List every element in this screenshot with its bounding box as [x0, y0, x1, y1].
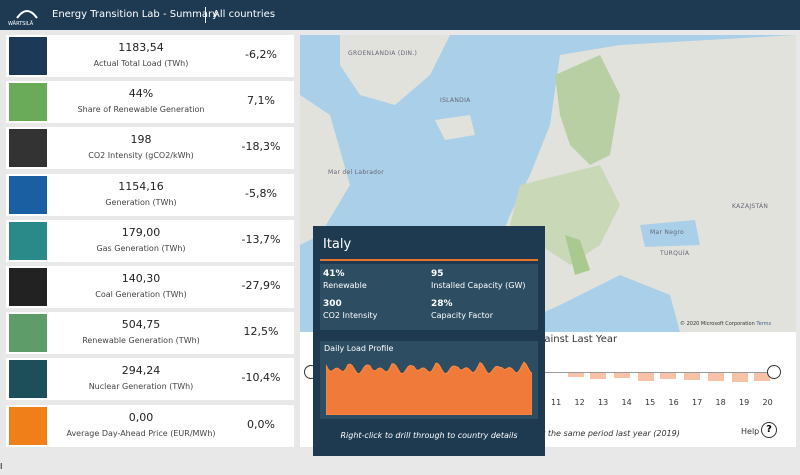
day-label: 16	[668, 398, 679, 407]
kpi-value: 44%	[128, 87, 154, 101]
kpi-icon	[9, 37, 47, 75]
metric-label: Renewable	[323, 281, 367, 290]
day-label: 17	[692, 398, 703, 407]
metric-value: 28%	[431, 299, 453, 309]
kpi-label: CO2 Intensity (gCO2/kWh)	[88, 151, 194, 161]
copyright-text: © 2020 Microsoft Corporation	[680, 321, 755, 327]
kpi-value: 294,24	[121, 364, 161, 378]
scope: All countries	[213, 9, 276, 20]
tooltip-title: Italy	[323, 237, 352, 252]
map-label: Mar Negro	[650, 229, 684, 236]
kpi-label: Actual Total Load (TWh)	[93, 59, 189, 68]
kpi-icon	[9, 406, 47, 445]
kpi-change: -5,8%	[245, 186, 277, 200]
day-label: 13	[598, 398, 609, 407]
metric-value: 95	[431, 269, 444, 279]
kpi-change: -13,7%	[241, 232, 281, 246]
map-label: KAZAJSTÁN	[732, 203, 769, 210]
kpi-value: 1183,54	[118, 41, 164, 54]
metric-label: CO2 Intensity	[323, 311, 378, 320]
kpi-card: 294,24 Nuclear Generation (TWh) -10,4%	[6, 358, 294, 401]
logo-mark	[16, 10, 38, 19]
kpi-icon	[9, 314, 47, 353]
kpi-card: 140,30 Coal Generation (TWh) -27,9%	[6, 266, 294, 308]
kpi-label: Coal Generation (TWh)	[95, 290, 187, 299]
map-label: GROENLANDIA (DIN.)	[348, 50, 418, 57]
divider	[320, 259, 538, 261]
trend-caption: st the same period last year (2019)	[538, 429, 680, 438]
trend-title: gainst Last Year	[538, 334, 618, 345]
title: Energy Transition Lab - Summary	[52, 9, 219, 20]
day-label: 12	[574, 398, 585, 407]
map-label: Mar del Labrador	[328, 169, 385, 176]
help-icon[interactable]: ?	[761, 422, 777, 438]
metrics: 41% Renewable 95 Installed Capacity (GW) 300…	[320, 264, 538, 330]
kpi-icon	[9, 83, 47, 122]
separator	[205, 7, 206, 23]
kpi-card: 0,00 Average Day-Ahead Price (EUR/MWh) 0,0…	[6, 404, 294, 447]
kpi-change: 12,5%	[243, 325, 279, 339]
kpi-icon	[9, 129, 47, 168]
kpi-icon	[9, 221, 47, 260]
map-shapes	[300, 35, 796, 332]
kpi-change: -27,9%	[241, 279, 281, 292]
day-label: 20	[762, 398, 773, 407]
kpi-card: 1183,54 Actual Total Load (TWh) -6,2%	[6, 35, 294, 77]
kpi-icon	[9, 268, 47, 306]
load-profile: Daily Load Profile	[320, 341, 538, 419]
help[interactable]: Help	[741, 427, 760, 436]
metric-label: Installed Capacity (GW)	[431, 281, 526, 290]
kpi-card: 1154,16 Generation (TWh) -5,8%	[6, 173, 294, 216]
tooltip-footer: Right-click to drill through to country …	[340, 431, 518, 440]
tooltip: Italy 41% Renewable 95 Installed Capacity (…	[313, 226, 545, 456]
map-label: ISLANDIA	[440, 97, 471, 104]
day-label: 18	[715, 398, 726, 407]
kpi-label: Gas Generation (TWh)	[96, 243, 186, 253]
kpi-card: 504,75 Renewable Generation (TWh) 12,5%	[6, 312, 294, 355]
kpi-card: 44% Share of Renewable Generation 7,1%	[6, 81, 294, 124]
cursor: I	[0, 462, 3, 471]
kpi-icon	[9, 360, 47, 399]
metric-label: Capacity Factor	[431, 311, 493, 320]
kpi-value: 504,75	[121, 318, 161, 332]
header: WÄRTSILÄ Energy Transition Lab - Summary…	[0, 0, 800, 30]
kpi-change: -18,3%	[241, 140, 281, 154]
kpi-card: 179,00 Gas Generation (TWh) -13,7%	[6, 219, 294, 262]
kpi-label: Renewable Generation (TWh)	[82, 336, 200, 346]
load-chart	[326, 361, 532, 415]
kpi-label: Generation (TWh)	[105, 197, 177, 207]
kpi-value: 0,00	[128, 410, 154, 424]
terms[interactable]: Terms	[756, 321, 772, 327]
kpi-change: -6,2%	[245, 48, 277, 61]
day-label: 11	[551, 398, 562, 407]
kpi-label: Average Day-Ahead Price (EUR/MWh)	[66, 428, 216, 438]
kpi-value: 1154,16	[118, 179, 164, 193]
day-label: 14	[621, 398, 632, 407]
copyright: © 2020 Microsoft Corporation Terms	[680, 321, 771, 327]
kpi-value: 198	[130, 133, 152, 147]
kpi-card: 198 CO2 Intensity (gCO2/kWh) -18,3%	[6, 127, 294, 170]
load-title: Daily Load Profile	[324, 344, 394, 353]
map-label: TURQUÍA	[660, 250, 690, 257]
logo: WÄRTSILÄ	[8, 21, 34, 27]
kpi-change: 0,0%	[247, 417, 275, 431]
metric-value: 300	[323, 299, 342, 309]
metric-value: 41%	[323, 269, 345, 279]
kpi-value: 140,30	[121, 272, 161, 285]
kpi-label: Nuclear Generation (TWh)	[88, 382, 194, 392]
kpi-icon	[9, 175, 47, 214]
kpi-change: -10,4%	[241, 371, 281, 385]
kpi-value: 179,00	[121, 225, 161, 239]
day-label: 15	[645, 398, 656, 407]
kpi-label: Share of Renewable Generation	[77, 105, 205, 115]
trend-bars	[568, 373, 770, 382]
kpi-change: 7,1%	[247, 94, 275, 108]
day-label: 19	[739, 398, 750, 407]
slider-end[interactable]	[767, 365, 781, 379]
